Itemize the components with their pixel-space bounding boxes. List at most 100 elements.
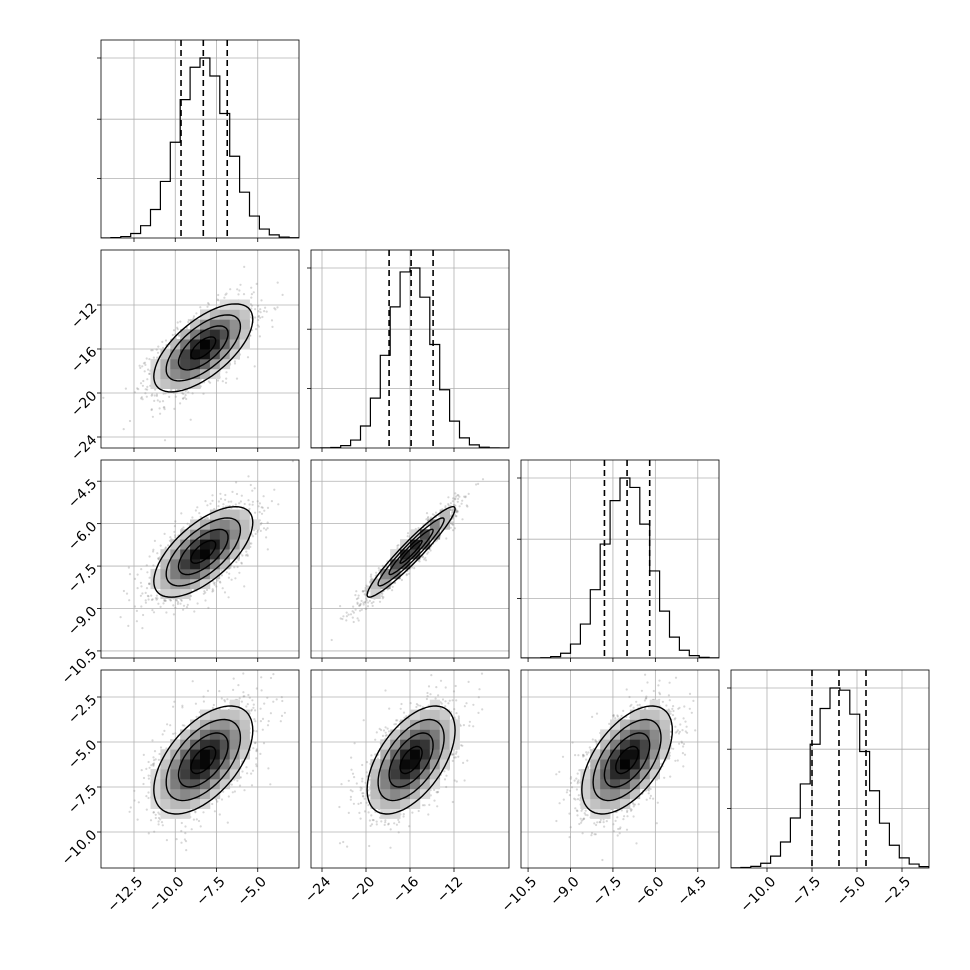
scatter-point xyxy=(163,599,166,602)
density-bin xyxy=(209,329,221,340)
scatter-content xyxy=(102,265,284,442)
scatter-point xyxy=(375,571,378,574)
scatter-point xyxy=(216,579,219,582)
scatter-point xyxy=(161,400,165,403)
scatter-content xyxy=(128,672,286,852)
scatter-point xyxy=(353,742,356,745)
scatter-point xyxy=(261,506,264,509)
scatter-point xyxy=(179,602,182,605)
scatter-point xyxy=(455,699,458,702)
scatter-point xyxy=(160,821,164,824)
scatter-point xyxy=(256,500,259,503)
scatter-point xyxy=(582,755,585,758)
scatter-point xyxy=(682,742,686,746)
scatter-point xyxy=(227,500,230,503)
density-bin xyxy=(390,808,401,819)
scatter-point xyxy=(375,820,378,823)
density-bin xyxy=(439,729,450,740)
scatter-point xyxy=(259,707,262,710)
scatter-point xyxy=(385,734,388,737)
scatter-point xyxy=(241,554,244,557)
scatter-point xyxy=(362,601,365,604)
scatter-point xyxy=(444,505,447,508)
scatter-point xyxy=(647,789,651,792)
scatter-point xyxy=(181,704,184,707)
scatter-point xyxy=(186,522,189,525)
scatter-point xyxy=(187,391,190,394)
scatter-point xyxy=(250,296,253,299)
scatter-point xyxy=(397,544,400,547)
scatter-point xyxy=(575,788,579,791)
scatter-point xyxy=(150,598,153,602)
scatter-point xyxy=(151,609,154,612)
scatter-point xyxy=(254,532,257,536)
scatter-point xyxy=(367,811,370,814)
density-bin xyxy=(219,319,231,330)
scatter-point xyxy=(629,705,632,708)
scatter-point xyxy=(616,816,619,819)
scatter-point xyxy=(450,753,453,756)
scatter-point xyxy=(269,783,272,786)
scatter-point xyxy=(612,715,615,718)
scatter-point xyxy=(212,703,215,707)
density-bin xyxy=(610,759,621,770)
scatter-point xyxy=(408,825,411,828)
scatter-point xyxy=(424,556,427,560)
density-bin xyxy=(190,378,201,389)
scatter-point xyxy=(393,822,396,825)
scatter-point xyxy=(279,720,282,723)
scatter-point xyxy=(620,809,623,812)
x-tick-label: −16 xyxy=(390,874,422,906)
scatter-point xyxy=(250,708,253,711)
scatter-panel-3-1: −24 −20 −16 −12 xyxy=(302,669,510,906)
density-bin xyxy=(649,719,660,730)
contour-line xyxy=(190,336,217,360)
y-tick-label: −10.0 xyxy=(59,827,101,869)
scatter-point xyxy=(338,805,341,809)
scatter-point xyxy=(240,562,243,565)
scatter-point xyxy=(450,511,454,514)
density-bin xyxy=(620,759,631,770)
scatter-point xyxy=(427,685,431,688)
scatter-point xyxy=(451,523,455,526)
density-bin xyxy=(160,788,171,800)
density-bin xyxy=(370,798,381,809)
x-tick-label: −12 xyxy=(434,874,466,906)
scatter-point xyxy=(155,393,158,396)
density-bin xyxy=(610,749,621,760)
scatter-point xyxy=(378,727,381,731)
scatter-point xyxy=(352,802,355,805)
density-bin xyxy=(610,788,621,800)
scatter-point xyxy=(427,518,430,521)
density-bin xyxy=(209,568,221,580)
scatter-point xyxy=(370,573,373,576)
scatter-point xyxy=(354,594,357,597)
density-bin xyxy=(649,749,660,760)
density-bin xyxy=(209,549,221,560)
scatter-point xyxy=(656,801,659,804)
density-bin xyxy=(629,749,641,760)
scatter-point xyxy=(587,765,590,769)
scatter-point xyxy=(368,599,371,603)
scatter-point xyxy=(453,779,456,782)
scatter-point xyxy=(365,801,368,804)
scatter-point xyxy=(467,680,470,684)
scatter-point xyxy=(145,564,148,567)
scatter-point xyxy=(644,697,648,700)
density-bin xyxy=(190,339,201,350)
scatter-point xyxy=(192,315,196,318)
scatter-point xyxy=(429,693,432,696)
density-bin xyxy=(629,709,641,720)
scatter-point xyxy=(250,293,253,296)
scatter-point xyxy=(142,613,145,617)
scatter-point xyxy=(163,408,166,411)
scatter-point xyxy=(612,714,615,717)
scatter-point xyxy=(158,752,161,756)
density-bin xyxy=(410,788,421,800)
density-bin xyxy=(390,568,401,580)
scatter-point xyxy=(384,734,387,737)
scatter-point xyxy=(380,820,383,823)
scatter-point xyxy=(584,813,587,816)
scatter-point xyxy=(250,784,254,787)
scatter-point xyxy=(255,750,258,753)
